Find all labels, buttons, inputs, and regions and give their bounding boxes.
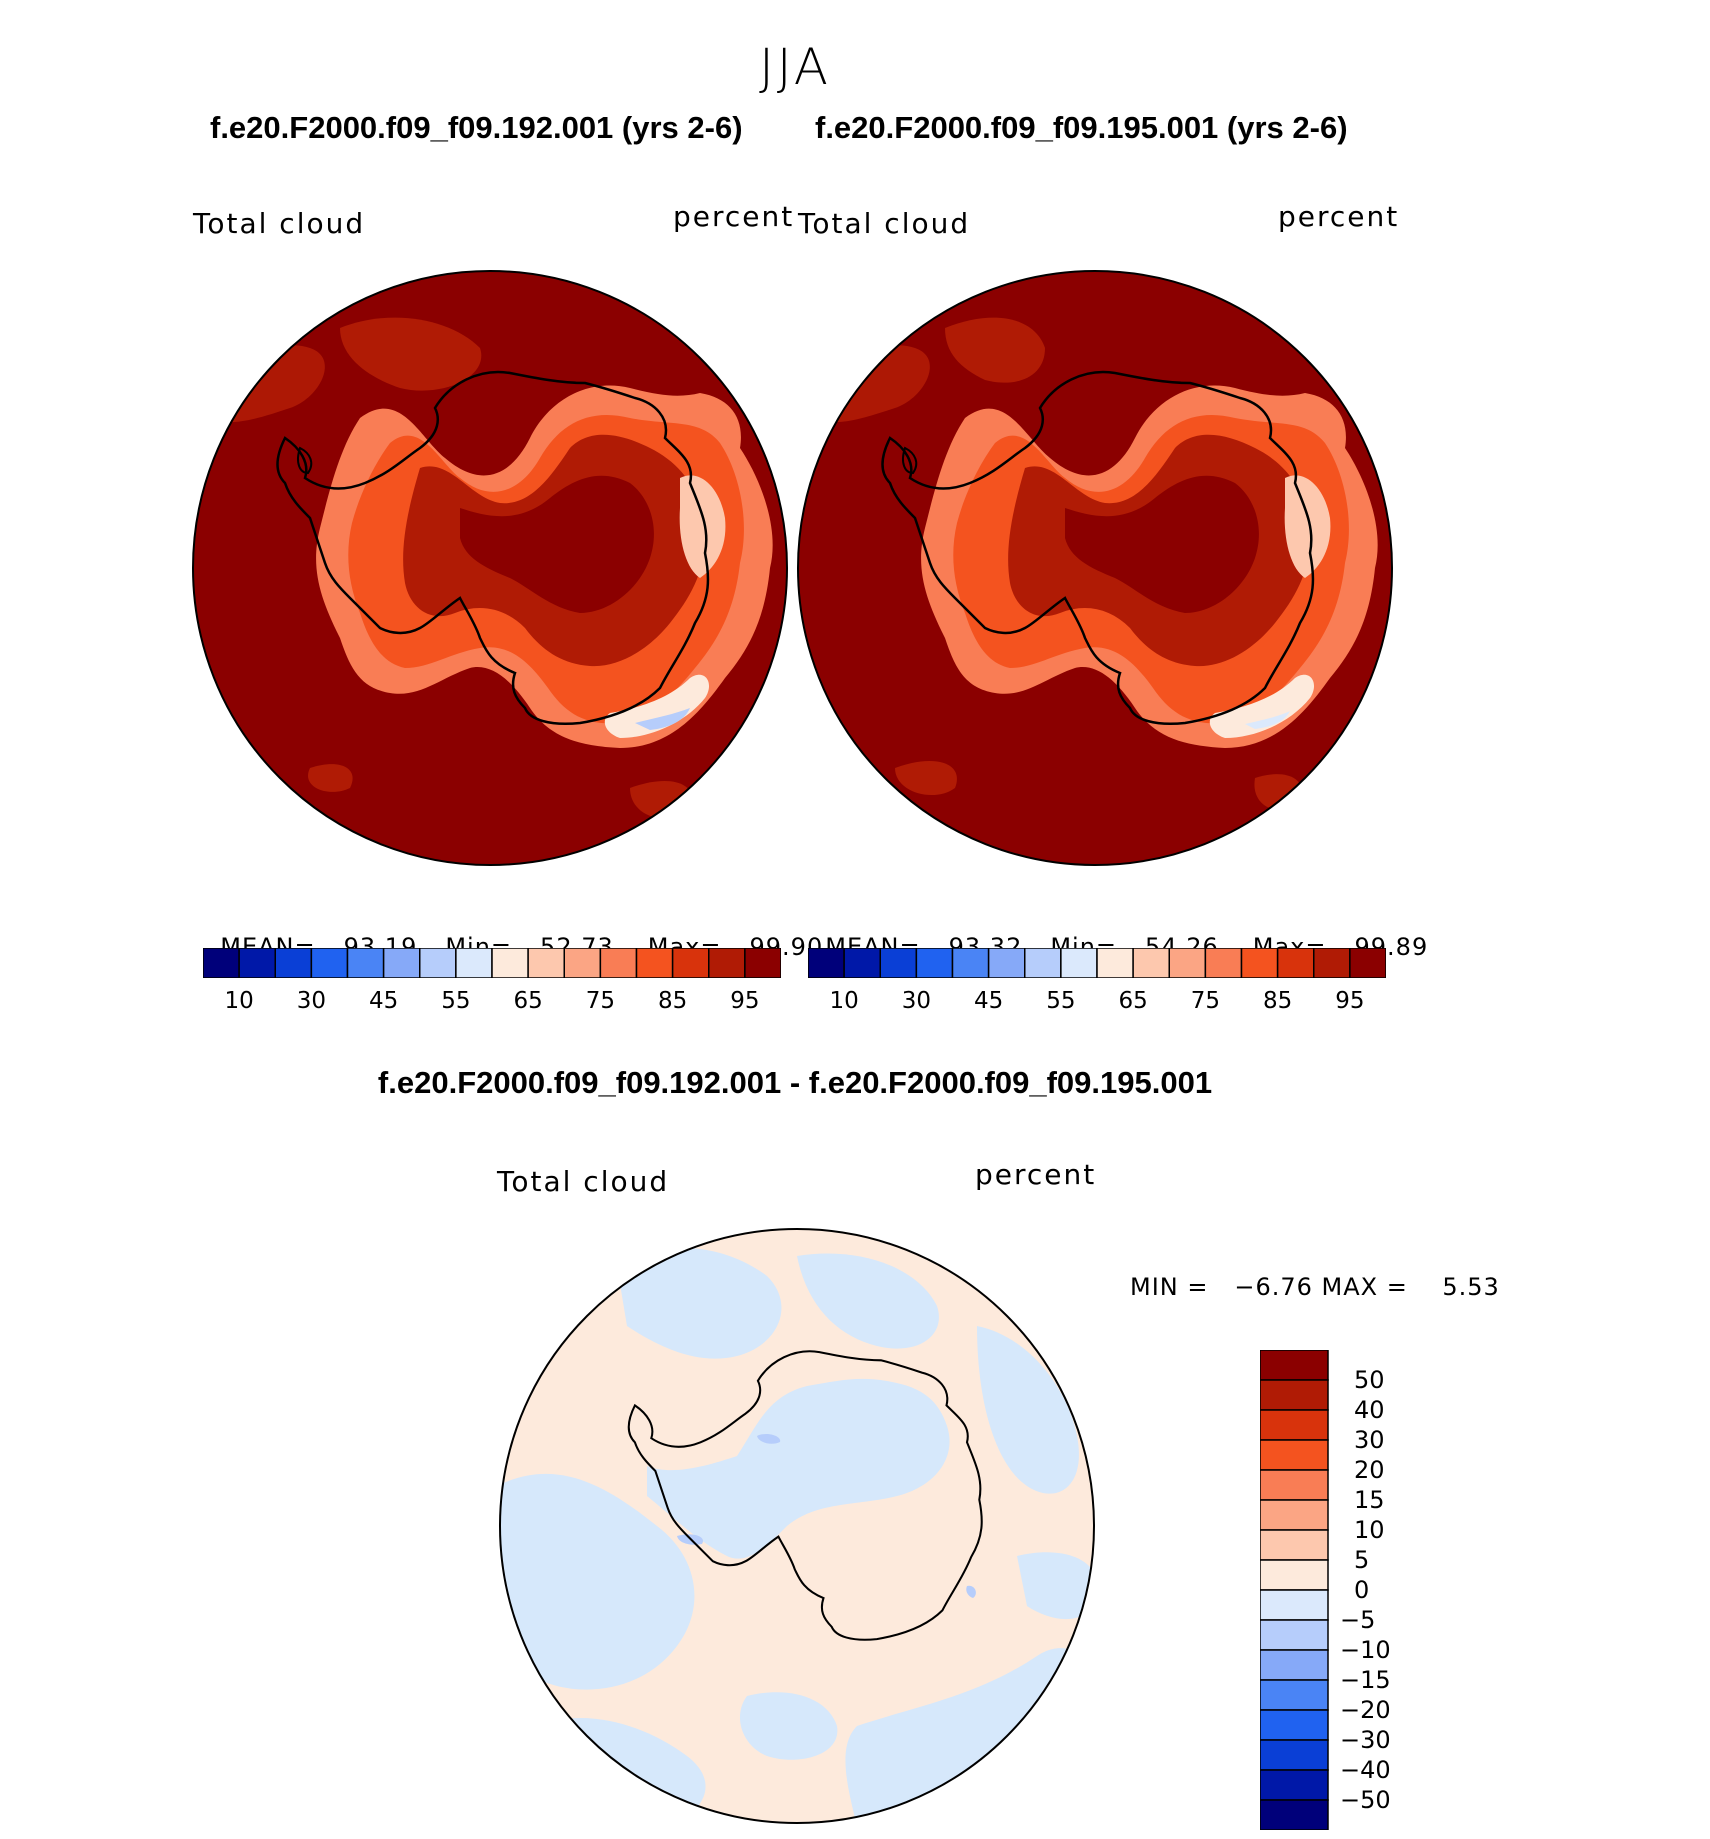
- colorbar-swatch: [1349, 948, 1386, 978]
- colorbar-swatch: [1260, 1739, 1329, 1771]
- colorbar-swatch: [382, 948, 421, 978]
- colorbar-diff: [1260, 1350, 1329, 1830]
- colorbar-swatch: [708, 948, 746, 978]
- colorbar-swatch: [671, 948, 710, 978]
- colorbar-swatch: [1260, 1619, 1329, 1651]
- colorbar-tick-label: 55: [1046, 988, 1076, 1014]
- colorbar-tick-label: −10: [1340, 1636, 1391, 1664]
- colorbar-swatch: [635, 948, 674, 978]
- colorbar-tick-label: 20: [1354, 1456, 1385, 1484]
- colorbar-tick-label: −30: [1340, 1726, 1391, 1754]
- colorbar-swatch: [1276, 948, 1315, 978]
- colorbar-swatch: [1260, 1529, 1329, 1561]
- diff-units-label: percent: [975, 1158, 1097, 1191]
- colorbar-tick-label: 75: [585, 988, 616, 1014]
- season-title: JJA: [759, 38, 831, 96]
- colorbar-swatch: [843, 948, 881, 978]
- colorbar-tick-label: −5: [1340, 1606, 1376, 1634]
- colorbar-tick-label: 15: [1354, 1486, 1385, 1514]
- colorbar-swatch: [1260, 1409, 1329, 1441]
- colorbar-swatch: [915, 948, 954, 978]
- colorbar-tick-label: 40: [1354, 1396, 1385, 1424]
- colorbar-swatch: [1260, 1589, 1329, 1621]
- colorbar-diff-ticks: 50 40 30 20 15 10 5 0 −5 −10 −15 −20 −30 −40 −50: [1340, 1350, 1460, 1830]
- panel-left-variable-label: Total cloud: [193, 207, 366, 240]
- colorbar-swatch: [744, 948, 781, 978]
- colorbar-swatch: [455, 948, 493, 978]
- colorbar-swatch: [808, 948, 845, 978]
- map-right: [797, 270, 1393, 866]
- colorbar-tick-label: 45: [368, 988, 399, 1014]
- colorbar-swatch: [1260, 1469, 1329, 1501]
- colorbar-tick-label: 30: [296, 988, 327, 1014]
- colorbar-swatch: [1260, 1769, 1329, 1801]
- colorbar-swatch: [491, 948, 529, 978]
- colorbar-swatch: [1260, 1499, 1329, 1531]
- colorbar-swatch: [1260, 1679, 1329, 1711]
- colorbar-swatch: [951, 948, 990, 978]
- colorbar-swatch: [987, 948, 1026, 978]
- case-title-right: f.e20.F2000.f09_f09.195.001 (yrs 2-6): [815, 110, 1348, 145]
- colorbar-tick-label: 85: [657, 988, 688, 1014]
- colorbar-swatch: [1260, 1379, 1329, 1411]
- colorbar-swatch: [563, 948, 602, 978]
- panel-left-units-label: percent: [673, 200, 795, 233]
- colorbar-tick-label: 45: [973, 988, 1004, 1014]
- diff-variable-label: Total cloud: [497, 1165, 670, 1198]
- colorbar-swatch: [1260, 1649, 1329, 1681]
- colorbar-tick-label: 95: [730, 988, 760, 1014]
- colorbar-swatch: [203, 948, 240, 978]
- colorbar-swatch: [1313, 948, 1351, 978]
- colorbar-swatch: [346, 948, 385, 978]
- colorbar-tick-label: 65: [513, 988, 543, 1014]
- colorbar-swatch: [310, 948, 349, 978]
- colorbar-tick-label: 0: [1354, 1576, 1370, 1604]
- colorbar-swatch: [1168, 948, 1207, 978]
- colorbar-swatch: [879, 948, 918, 978]
- colorbar-swatch: [1024, 948, 1062, 978]
- colorbar-swatch: [1060, 948, 1098, 978]
- colorbar-left-ticks: 10 30 45 55 65 75 85 95: [203, 988, 781, 1018]
- colorbar-swatch: [1260, 1799, 1329, 1830]
- colorbar-right: [808, 948, 1386, 978]
- colorbar-tick-label: 75: [1190, 988, 1221, 1014]
- colorbar-swatch: [1260, 1439, 1329, 1471]
- colorbar-swatch: [1240, 948, 1279, 978]
- colorbar-tick-label: 95: [1335, 988, 1365, 1014]
- colorbar-right-ticks: 10 30 45 55 65 75 85 95: [808, 988, 1386, 1018]
- map-left: [192, 270, 788, 866]
- colorbar-swatch: [1260, 1709, 1329, 1741]
- colorbar-swatch: [1096, 948, 1134, 978]
- colorbar-tick-label: 5: [1354, 1546, 1370, 1574]
- colorbar-swatch: [1260, 1559, 1329, 1591]
- colorbar-swatch: [527, 948, 565, 978]
- colorbar-tick-label: 30: [1354, 1426, 1385, 1454]
- panel-right-variable-label: Total cloud: [798, 207, 971, 240]
- diff-title: f.e20.F2000.f09_f09.192.001 - f.e20.F200…: [377, 1065, 1213, 1100]
- colorbar-swatch: [1204, 948, 1243, 978]
- map-diff: [499, 1228, 1095, 1824]
- colorbar-tick-label: 55: [441, 988, 471, 1014]
- colorbar-tick-label: −20: [1340, 1696, 1391, 1724]
- colorbar-swatch: [274, 948, 313, 978]
- colorbar-tick-label: 65: [1118, 988, 1148, 1014]
- colorbar-tick-label: 10: [829, 988, 859, 1014]
- colorbar-swatch: [1132, 948, 1170, 978]
- colorbar-left: [203, 948, 781, 978]
- colorbar-tick-label: 85: [1262, 988, 1293, 1014]
- colorbar-swatch: [419, 948, 457, 978]
- colorbar-swatch: [1260, 1350, 1329, 1381]
- colorbar-tick-label: 10: [224, 988, 254, 1014]
- colorbar-tick-label: −50: [1340, 1786, 1391, 1814]
- colorbar-tick-label: 30: [901, 988, 932, 1014]
- colorbar-swatch: [599, 948, 638, 978]
- colorbar-swatch: [238, 948, 276, 978]
- colorbar-tick-label: −15: [1340, 1666, 1391, 1694]
- colorbar-tick-label: 10: [1354, 1516, 1385, 1544]
- panel-right-units-label: percent: [1278, 200, 1400, 233]
- case-title-left: f.e20.F2000.f09_f09.192.001 (yrs 2-6): [210, 110, 743, 145]
- diff-minmax: MIN = −6.76 MAX = 5.53: [1130, 1273, 1500, 1301]
- colorbar-tick-label: −40: [1340, 1756, 1391, 1784]
- colorbar-tick-label: 50: [1354, 1366, 1385, 1394]
